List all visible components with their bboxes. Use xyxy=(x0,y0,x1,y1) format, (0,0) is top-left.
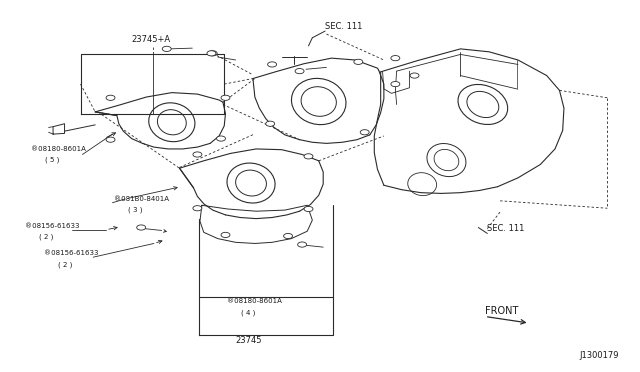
Circle shape xyxy=(284,234,292,238)
Circle shape xyxy=(410,73,419,78)
Circle shape xyxy=(193,206,202,211)
Circle shape xyxy=(163,46,172,51)
Text: 23745: 23745 xyxy=(236,336,262,344)
Text: ®08180-8601A: ®08180-8601A xyxy=(31,145,86,151)
Text: ( 2 ): ( 2 ) xyxy=(58,262,72,268)
Text: SEC. 111: SEC. 111 xyxy=(325,22,362,31)
Circle shape xyxy=(304,154,313,159)
Text: SEC. 111: SEC. 111 xyxy=(487,224,525,234)
Text: ®08156-61633: ®08156-61633 xyxy=(44,250,99,256)
Circle shape xyxy=(137,225,146,230)
Circle shape xyxy=(221,95,230,100)
Circle shape xyxy=(106,137,115,142)
Circle shape xyxy=(193,152,202,157)
Circle shape xyxy=(216,136,225,141)
Circle shape xyxy=(207,51,216,56)
Circle shape xyxy=(295,68,304,74)
Circle shape xyxy=(298,242,307,247)
Circle shape xyxy=(304,206,313,212)
Text: 23745+A: 23745+A xyxy=(132,35,171,44)
Circle shape xyxy=(266,121,275,126)
Text: FRONT: FRONT xyxy=(484,307,518,317)
Circle shape xyxy=(391,55,400,61)
Circle shape xyxy=(208,51,217,56)
Circle shape xyxy=(391,81,400,87)
Circle shape xyxy=(106,95,115,100)
Text: ®08156-61633: ®08156-61633 xyxy=(25,222,79,229)
Text: ( 4 ): ( 4 ) xyxy=(241,310,256,316)
Text: J1300179: J1300179 xyxy=(579,351,619,360)
Text: ®081B0-8401A: ®081B0-8401A xyxy=(115,196,170,202)
Circle shape xyxy=(360,130,369,135)
Text: ( 2 ): ( 2 ) xyxy=(39,234,53,240)
Circle shape xyxy=(354,59,363,64)
Text: ( 5 ): ( 5 ) xyxy=(45,157,60,163)
Circle shape xyxy=(268,62,276,67)
Circle shape xyxy=(221,232,230,237)
Text: ®08180-8601A: ®08180-8601A xyxy=(227,298,282,304)
Text: ( 3 ): ( 3 ) xyxy=(129,207,143,214)
